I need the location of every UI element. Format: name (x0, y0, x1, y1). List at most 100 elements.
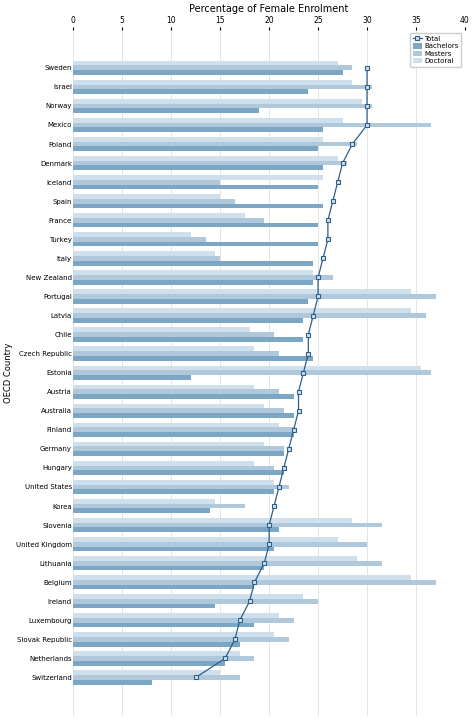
Bar (73, 423, 279, 428)
Total (296, 387, 301, 396)
Total (232, 635, 238, 644)
Bar (73, 237, 206, 242)
Bar (73, 204, 323, 208)
Bar (73, 180, 220, 184)
Total (286, 444, 292, 453)
Total (310, 311, 316, 320)
Bar (73, 390, 279, 394)
Bar (73, 280, 313, 284)
Bar (73, 428, 293, 432)
Bar (73, 71, 343, 75)
Bar (73, 404, 264, 408)
Bar (73, 603, 215, 608)
Bar (73, 313, 426, 318)
Bar (73, 251, 215, 256)
Total (320, 254, 326, 263)
Bar (73, 442, 264, 446)
Bar (73, 508, 210, 513)
Legend: Total, Bachelors, Masters, Doctoral: Total, Bachelors, Masters, Doctoral (410, 33, 462, 67)
Total (335, 178, 340, 186)
Total (325, 216, 331, 225)
Bar (73, 528, 279, 532)
Total (364, 121, 370, 130)
Bar (73, 652, 240, 656)
Bar (73, 89, 308, 94)
Bar (73, 99, 362, 104)
Bar (73, 408, 284, 413)
Bar (73, 670, 220, 675)
Bar (73, 490, 274, 494)
Bar (73, 637, 289, 642)
Bar (73, 137, 323, 142)
Bar (73, 194, 220, 199)
Bar (73, 523, 382, 528)
Total (364, 102, 370, 110)
Total (364, 83, 370, 91)
Bar (73, 661, 225, 665)
Total (261, 559, 267, 567)
Line: Total: Total (193, 66, 369, 680)
Total (296, 407, 301, 415)
Bar (73, 585, 255, 590)
Bar (73, 485, 289, 490)
Total (252, 578, 257, 587)
Total (276, 482, 282, 491)
Bar (73, 166, 323, 170)
Total (330, 197, 336, 205)
Total (349, 140, 355, 148)
Bar (73, 261, 313, 266)
Bar (73, 328, 250, 332)
Bar (73, 156, 337, 161)
Total (301, 369, 306, 377)
Total (325, 235, 331, 243)
Bar (73, 394, 293, 399)
Bar (73, 351, 279, 356)
Bar (73, 66, 352, 71)
Total (305, 349, 311, 358)
Bar (73, 366, 421, 370)
Bar (73, 332, 274, 337)
Bar (73, 623, 255, 628)
Bar (73, 118, 343, 122)
Bar (73, 613, 279, 618)
Total (315, 273, 321, 282)
Bar (73, 618, 293, 623)
Bar (73, 451, 284, 456)
Bar (73, 308, 411, 313)
Total (281, 464, 287, 472)
Bar (73, 108, 259, 113)
Bar (73, 594, 303, 599)
Bar (73, 161, 347, 166)
Total (222, 654, 228, 663)
Bar (73, 289, 411, 294)
Bar (73, 504, 245, 508)
Bar (73, 580, 436, 585)
Bar (73, 146, 318, 151)
Bar (73, 318, 303, 323)
Bar (73, 199, 235, 204)
Total (266, 521, 272, 529)
Total (237, 616, 243, 625)
Bar (73, 375, 191, 380)
Bar (73, 218, 264, 222)
Bar (73, 84, 372, 89)
Y-axis label: OECD Country: OECD Country (4, 343, 13, 403)
Total (305, 330, 311, 339)
Bar (73, 470, 284, 475)
Title: Percentage of Female Enrolment: Percentage of Female Enrolment (190, 4, 349, 14)
Bar (73, 537, 337, 541)
Bar (73, 337, 303, 342)
Bar (73, 294, 436, 299)
Bar (73, 546, 274, 552)
Bar (73, 175, 323, 180)
Bar (73, 680, 152, 685)
Bar (73, 566, 264, 570)
Bar (73, 256, 220, 261)
Bar (73, 499, 215, 504)
Bar (73, 275, 333, 280)
Bar (73, 356, 313, 361)
Bar (73, 384, 255, 390)
Total (340, 159, 346, 168)
Bar (73, 270, 313, 275)
Bar (73, 556, 357, 561)
